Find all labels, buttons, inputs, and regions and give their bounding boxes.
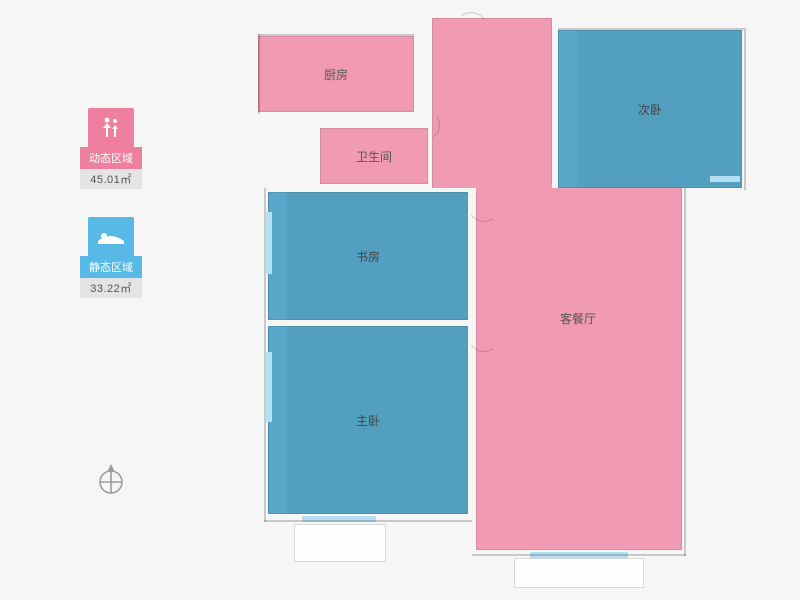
people-icon	[88, 108, 134, 148]
legend-dynamic-title: 动态区域	[80, 147, 142, 169]
room-kitchen: 厨房	[258, 36, 414, 112]
legend-static-title: 静态区域	[80, 256, 142, 278]
wall	[264, 520, 472, 522]
sill-master	[294, 524, 386, 562]
room-bathroom: 卫生间	[320, 128, 428, 184]
compass-icon	[96, 460, 126, 496]
legend-static-area: 33.22㎡	[80, 278, 142, 298]
wall	[744, 28, 746, 190]
wall	[258, 34, 414, 36]
legend-dynamic: 动态区域 45.01㎡	[80, 108, 142, 189]
wall	[258, 34, 260, 114]
room-living-corridor	[432, 18, 552, 188]
room-bathroom-label: 卫生间	[356, 148, 392, 165]
window-study	[266, 212, 272, 274]
wall	[264, 188, 266, 522]
sill-living	[514, 558, 644, 588]
sleep-icon	[88, 217, 134, 257]
room-secondary-bed-label: 次卧	[638, 101, 662, 118]
wall	[558, 28, 744, 30]
legend: 动态区域 45.01㎡ 静态区域 33.22㎡	[80, 108, 142, 326]
legend-dynamic-area: 45.01㎡	[80, 169, 142, 189]
room-master-bed: 主卧	[268, 326, 468, 514]
floorplan: 客餐厅 厨房 卫生间 次卧 书房 主卧	[258, 14, 748, 582]
room-secondary-bed: 次卧	[558, 30, 742, 188]
room-living	[476, 188, 682, 550]
legend-static: 静态区域 33.22㎡	[80, 217, 142, 298]
window-master	[266, 352, 272, 422]
room-master-bed-label: 主卧	[356, 412, 380, 429]
wall	[684, 188, 686, 556]
room-study: 书房	[268, 192, 468, 320]
window-secondary	[710, 176, 740, 182]
room-study-label: 书房	[356, 248, 380, 265]
room-kitchen-label: 厨房	[324, 66, 348, 83]
wall	[472, 554, 686, 556]
